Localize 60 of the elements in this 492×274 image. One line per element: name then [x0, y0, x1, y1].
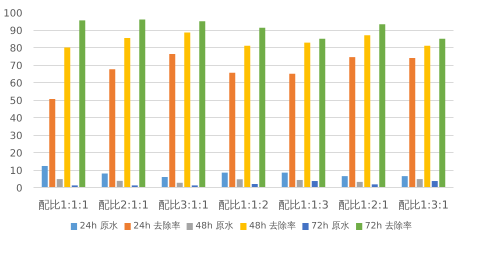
x-tick-label: 配比1:1:2 — [218, 198, 269, 212]
bar — [379, 24, 386, 188]
bar — [409, 58, 416, 188]
y-tick-label: 90 — [10, 26, 23, 37]
bar — [289, 74, 296, 188]
legend-label: 48h 原水 — [196, 220, 234, 232]
bar — [199, 21, 206, 188]
y-tick-label: 30 — [10, 131, 23, 142]
bar — [282, 172, 288, 188]
bar — [356, 182, 363, 188]
bar — [432, 181, 438, 188]
bar — [79, 20, 86, 188]
bar — [139, 20, 146, 188]
bar — [439, 38, 446, 188]
x-tick-label: 配比1:2:1 — [338, 198, 389, 212]
bar — [116, 180, 123, 188]
y-tick-label: 70 — [10, 61, 23, 72]
y-tick-label: 100 — [3, 8, 23, 20]
bar — [42, 166, 48, 188]
bar — [259, 28, 266, 188]
bar — [124, 38, 130, 188]
x-tick-label: 配比1:3:1 — [398, 198, 449, 212]
bar — [56, 179, 63, 188]
legend-label: 72h 去除率 — [364, 220, 412, 232]
legend-label: 24h 去除率 — [133, 220, 180, 232]
bar — [296, 180, 303, 188]
y-tick-label: 10 — [10, 166, 23, 177]
bar — [402, 176, 408, 188]
bar — [49, 98, 56, 188]
bar — [342, 176, 348, 188]
bar — [416, 179, 423, 188]
y-tick-label: 40 — [10, 114, 23, 124]
y-tick-label: 0 — [16, 184, 23, 194]
x-tick-label: 配比3:1:1 — [158, 198, 209, 212]
y-tick-label: 80 — [10, 44, 23, 54]
bar — [312, 181, 318, 188]
bar — [236, 179, 243, 188]
bar — [424, 46, 430, 188]
bar — [222, 172, 228, 188]
bar — [64, 48, 70, 188]
bar — [304, 42, 310, 188]
legend-label: 72h 原水 — [311, 220, 350, 232]
x-tick-label: 配比1:1:3 — [278, 198, 329, 212]
x-tick-label: 配比2:1:1 — [98, 198, 149, 212]
bar — [169, 54, 176, 188]
bar — [184, 32, 190, 188]
bar — [102, 174, 108, 188]
bar — [349, 57, 356, 188]
bar — [109, 69, 116, 188]
bar — [162, 177, 168, 188]
bar — [364, 35, 370, 188]
bar — [244, 46, 250, 188]
legend-label: 48h 去除率 — [249, 220, 296, 232]
y-tick-label: 50 — [10, 96, 23, 107]
bar — [229, 72, 236, 188]
y-tick-label: 20 — [10, 148, 23, 160]
bar — [319, 38, 326, 188]
x-tick-label: 配比1:1:1 — [38, 198, 89, 212]
y-tick-label: 60 — [10, 78, 23, 90]
legend-label: 24h 原水 — [80, 220, 118, 232]
